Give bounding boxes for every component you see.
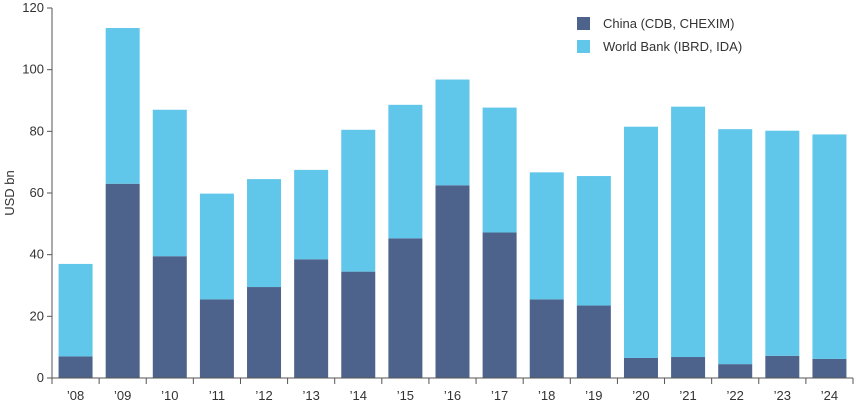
bar-world-bank-3: [199, 193, 234, 300]
y-tick-label: 80: [30, 123, 44, 138]
bar-world-bank-5: [294, 169, 329, 260]
x-tick-label: ’17: [491, 388, 508, 403]
bar-world-bank-14: [718, 129, 753, 365]
x-tick-label: ’18: [538, 388, 555, 403]
bar-china-0: [58, 356, 93, 378]
bar-world-bank-8: [435, 79, 470, 186]
bar-china-5: [294, 259, 329, 378]
bar-china-4: [247, 287, 282, 378]
bar-china-1: [105, 183, 140, 378]
x-tick-label: ’22: [727, 388, 744, 403]
bar-china-8: [435, 185, 470, 378]
legend-swatch-china: [577, 17, 590, 30]
bar-china-10: [529, 299, 564, 379]
legend-label-world-bank: World Bank (IBRD, IDA): [603, 39, 742, 54]
x-tick-label: ’09: [114, 388, 131, 403]
bar-world-bank-6: [341, 129, 376, 272]
x-tick-label: ’11: [209, 388, 225, 403]
legend-label-china: China (CDB, CHEXIM): [603, 16, 734, 31]
y-tick-label: 20: [30, 308, 44, 323]
bar-world-bank-4: [247, 179, 282, 288]
bar-world-bank-16: [812, 134, 847, 359]
x-tick-label: ’12: [255, 388, 272, 403]
y-tick-label: 40: [30, 247, 44, 262]
bar-china-13: [671, 357, 706, 378]
x-tick-label: ’21: [679, 388, 696, 403]
bar-china-15: [765, 355, 800, 378]
bar-china-9: [482, 232, 517, 378]
bar-world-bank-9: [482, 107, 517, 233]
y-axis: 0 20 40 60 80 100 120: [22, 0, 53, 385]
bar-china-11: [576, 305, 611, 378]
x-tick-label: ’15: [397, 388, 414, 403]
x-tick-label: ’23: [774, 388, 791, 403]
bar-world-bank-11: [576, 176, 611, 306]
bar-china-16: [812, 358, 847, 378]
x-tick-label: ’16: [444, 388, 461, 403]
bar-world-bank-13: [671, 106, 706, 358]
bar-world-bank-10: [529, 172, 564, 300]
bar-world-bank-7: [388, 104, 423, 239]
bar-china-6: [341, 271, 376, 379]
y-tick-label: 60: [30, 185, 44, 200]
x-tick-label: ’14: [350, 388, 367, 403]
legend-swatch-world-bank: [577, 40, 590, 53]
bar-world-bank-1: [105, 28, 140, 184]
bar-china-3: [199, 299, 234, 379]
x-tick-label: ’19: [585, 388, 602, 403]
x-tick-label: ’24: [821, 388, 838, 403]
x-tick-label: ’10: [161, 388, 178, 403]
y-tick-label: 120: [22, 0, 44, 15]
bar-world-bank-15: [765, 130, 800, 356]
y-tick-label: 100: [22, 62, 44, 77]
bar-world-bank-12: [623, 126, 658, 358]
bar-world-bank-0: [58, 263, 93, 357]
bars-group: [58, 28, 847, 379]
bar-china-12: [623, 357, 658, 378]
bar-china-7: [388, 238, 423, 378]
bar-world-bank-2: [152, 109, 187, 257]
bar-china-14: [718, 364, 753, 379]
bar-china-2: [152, 256, 187, 378]
x-tick-label: ’20: [632, 388, 649, 403]
x-axis: ’08 ’09 ’10 ’11 ’12 ’13 ’14 ’15 ’16 ’17 ’18 ’19 ’20 ’…: [51, 377, 854, 403]
x-tick-label: ’13: [302, 388, 319, 403]
y-tick-label: 0: [37, 370, 44, 385]
y-axis-title: USD bn: [2, 170, 17, 216]
x-tick-label: ’08: [67, 388, 84, 403]
legend: China (CDB, CHEXIM) World Bank (IBRD, ID…: [577, 16, 742, 54]
